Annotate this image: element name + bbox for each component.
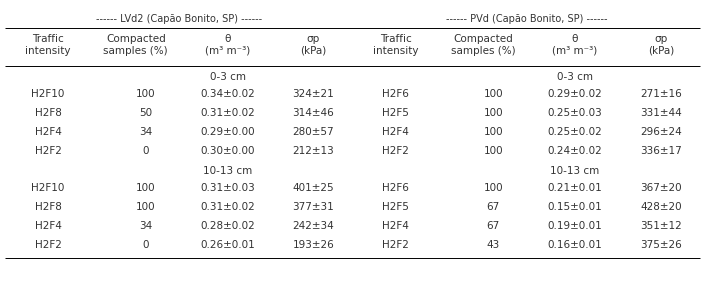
Text: 377±31: 377±31	[293, 202, 334, 212]
Text: 351±12: 351±12	[640, 221, 682, 232]
Text: 100: 100	[484, 89, 503, 99]
Text: 296±24: 296±24	[640, 128, 682, 137]
Text: 0-3 cm: 0-3 cm	[557, 72, 593, 82]
Text: 100: 100	[136, 89, 156, 99]
Text: 0.19±0.01: 0.19±0.01	[548, 221, 603, 232]
Text: 0.29±0.02: 0.29±0.02	[548, 89, 603, 99]
Text: 100: 100	[484, 183, 503, 193]
Text: H2F4: H2F4	[382, 128, 409, 137]
Text: H2F4: H2F4	[35, 221, 61, 232]
Text: 10-13 cm: 10-13 cm	[203, 166, 252, 176]
Text: 271±16: 271±16	[640, 89, 682, 99]
Text: H2F2: H2F2	[35, 241, 61, 250]
Text: 0.21±0.01: 0.21±0.01	[548, 183, 603, 193]
Text: 0.29±0.00: 0.29±0.00	[200, 128, 255, 137]
Text: 280±57: 280±57	[293, 128, 334, 137]
Text: θ
(m³ m⁻³): θ (m³ m⁻³)	[205, 34, 250, 56]
Text: H2F5: H2F5	[382, 202, 409, 212]
Text: 0.31±0.02: 0.31±0.02	[200, 108, 255, 119]
Text: 314±46: 314±46	[293, 108, 334, 119]
Text: σp
(kPa): σp (kPa)	[300, 34, 326, 56]
Text: Compacted
samples (%): Compacted samples (%)	[451, 34, 515, 56]
Text: 0.24±0.02: 0.24±0.02	[548, 146, 603, 157]
Text: 367±20: 367±20	[640, 183, 682, 193]
Text: Compacted
samples (%): Compacted samples (%)	[104, 34, 168, 56]
Text: 10-13 cm: 10-13 cm	[551, 166, 600, 176]
Text: 242±34: 242±34	[293, 221, 334, 232]
Text: 375±26: 375±26	[640, 241, 682, 250]
Text: 0.30±0.00: 0.30±0.00	[200, 146, 255, 157]
Text: 0.34±0.02: 0.34±0.02	[200, 89, 255, 99]
Text: H2F6: H2F6	[382, 183, 409, 193]
Text: H2F8: H2F8	[35, 108, 61, 119]
Text: 212±13: 212±13	[293, 146, 334, 157]
Text: 67: 67	[486, 202, 500, 212]
Text: 100: 100	[136, 183, 156, 193]
Text: ------ PVd (Capão Bonito, SP) ------: ------ PVd (Capão Bonito, SP) ------	[446, 14, 607, 24]
Text: 100: 100	[484, 146, 503, 157]
Text: ------ LVd2 (Capão Bonito, SP) ------: ------ LVd2 (Capão Bonito, SP) ------	[96, 14, 262, 24]
Text: 331±44: 331±44	[640, 108, 682, 119]
Text: H2F5: H2F5	[382, 108, 409, 119]
Text: H2F8: H2F8	[35, 202, 61, 212]
Text: 0.16±0.01: 0.16±0.01	[548, 241, 603, 250]
Text: H2F4: H2F4	[382, 221, 409, 232]
Text: H2F2: H2F2	[382, 241, 409, 250]
Text: 67: 67	[486, 221, 500, 232]
Text: 401±25: 401±25	[293, 183, 334, 193]
Text: 0.25±0.02: 0.25±0.02	[548, 128, 603, 137]
Text: H2F2: H2F2	[35, 146, 61, 157]
Text: 324±21: 324±21	[293, 89, 334, 99]
Text: 100: 100	[136, 202, 156, 212]
Text: 34: 34	[139, 221, 152, 232]
Text: 0.31±0.03: 0.31±0.03	[200, 183, 255, 193]
Text: 0.26±0.01: 0.26±0.01	[200, 241, 255, 250]
Text: H2F6: H2F6	[382, 89, 409, 99]
Text: 428±20: 428±20	[640, 202, 682, 212]
Text: 0.31±0.02: 0.31±0.02	[200, 202, 255, 212]
Text: H2F10: H2F10	[31, 89, 65, 99]
Text: 336±17: 336±17	[640, 146, 682, 157]
Text: 0.25±0.03: 0.25±0.03	[548, 108, 603, 119]
Text: 0-3 cm: 0-3 cm	[209, 72, 245, 82]
Text: H2F2: H2F2	[382, 146, 409, 157]
Text: θ
(m³ m⁻³): θ (m³ m⁻³)	[553, 34, 598, 56]
Text: 50: 50	[140, 108, 152, 119]
Text: 0.28±0.02: 0.28±0.02	[200, 221, 255, 232]
Text: 100: 100	[484, 128, 503, 137]
Text: H2F4: H2F4	[35, 128, 61, 137]
Text: 193±26: 193±26	[293, 241, 334, 250]
Text: H2F10: H2F10	[31, 183, 65, 193]
Text: 0.15±0.01: 0.15±0.01	[548, 202, 603, 212]
Text: 0: 0	[142, 241, 149, 250]
Text: 100: 100	[484, 108, 503, 119]
Text: 0: 0	[142, 146, 149, 157]
Text: σp
(kPa): σp (kPa)	[648, 34, 674, 56]
Text: 43: 43	[486, 241, 500, 250]
Text: 34: 34	[139, 128, 152, 137]
Text: Traffic
intensity: Traffic intensity	[373, 34, 418, 56]
Text: Traffic
intensity: Traffic intensity	[25, 34, 70, 56]
